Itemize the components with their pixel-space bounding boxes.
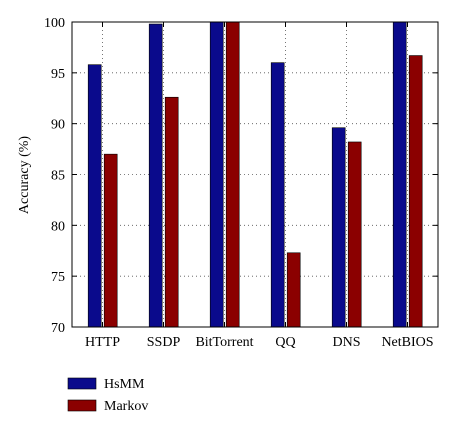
y-tick-label: 100 (44, 16, 65, 31)
plot-frame (71, 21, 439, 328)
y-tick-label: 95 (51, 67, 65, 82)
y-tick-label: 85 (51, 169, 65, 184)
legend-label-hsmm: HsMM (104, 377, 145, 392)
bar-markov-bittorrent (225, 21, 240, 328)
y-tick-label: 75 (51, 270, 65, 285)
x-tick-label: SSDP (147, 335, 181, 350)
bar-markov-netbios (408, 55, 423, 328)
legend-label-markov: Markov (104, 399, 148, 414)
x-tick-label: HTTP (85, 335, 120, 350)
axis-ticks: 70 75 80 85 90 95 100 HTTP SSDP BitTorrent QQ DNS Ne… (44, 16, 438, 350)
y-tick-label: 80 (51, 219, 65, 234)
x-tick-label: NetBIOS (381, 335, 433, 350)
x-tick-label: BitTorrent (195, 335, 253, 350)
bar-hsmm-qq (270, 62, 285, 328)
y-tick-label: 70 (51, 321, 65, 336)
bar-hsmm-dns (331, 127, 346, 328)
legend-swatch-hsmm (67, 377, 97, 390)
bar-markov-http (103, 153, 118, 328)
x-tick-label: DNS (332, 335, 360, 350)
bar-hsmm-netbios (392, 21, 407, 328)
grid-lines (72, 21, 438, 328)
y-axis-label: Accuracy (%) (17, 136, 32, 214)
bar-markov-ssdp (164, 96, 179, 328)
bar-hsmm-ssdp (148, 23, 163, 328)
legend: HsMM Markov (67, 377, 148, 414)
legend-swatch-markov (67, 399, 97, 412)
bars (87, 21, 423, 328)
bar-hsmm-http (87, 64, 102, 328)
bar-markov-qq (286, 252, 301, 328)
y-tick-label: 90 (51, 118, 65, 133)
x-tick-label: QQ (275, 335, 295, 350)
bar-markov-dns (347, 141, 362, 328)
bar-hsmm-bittorrent (209, 21, 224, 328)
